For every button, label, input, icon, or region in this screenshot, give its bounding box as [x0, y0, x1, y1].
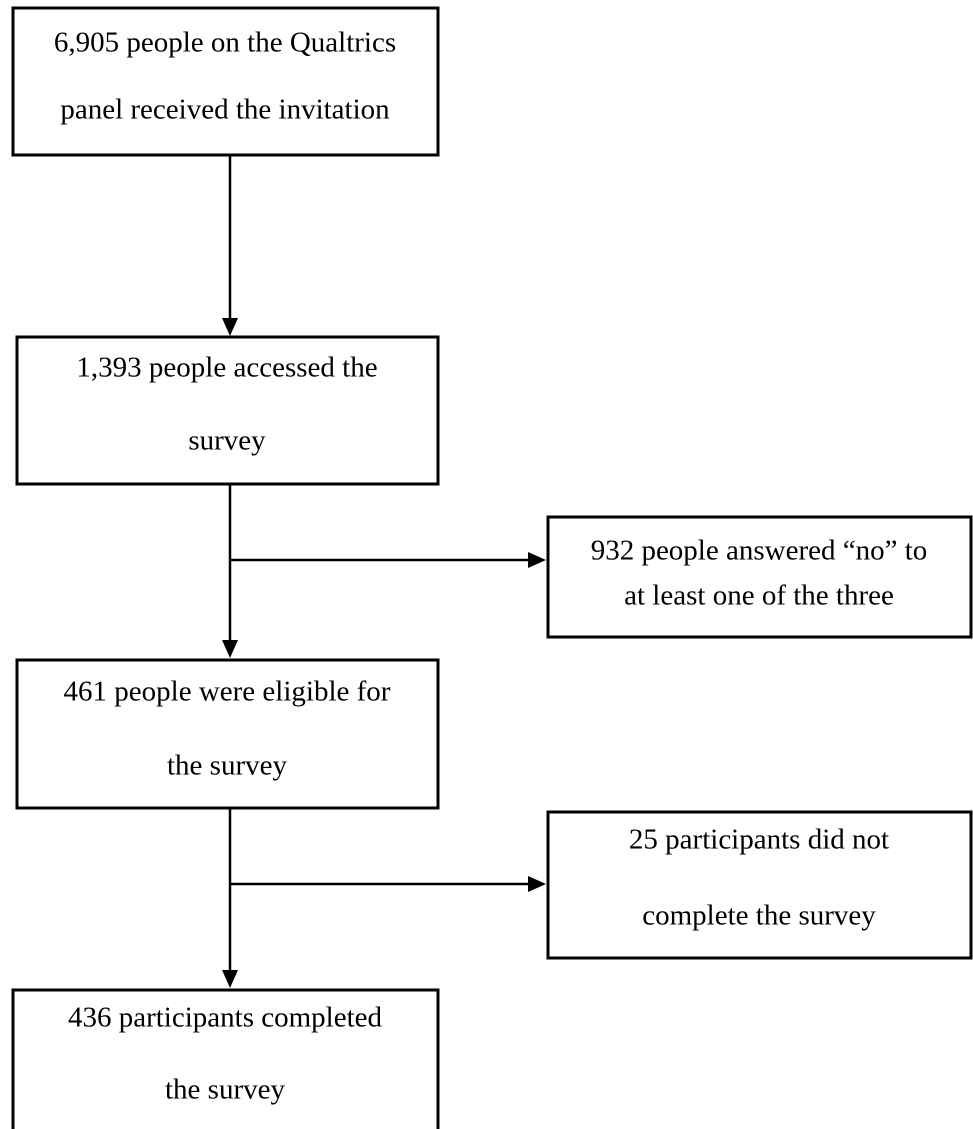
node: 932 people answered “no” to at least one…: [546, 515, 973, 639]
node: 6,905 people on the Qualtrics panel rece…: [11, 6, 440, 157]
node: 461 people were eligible for the survey: [15, 658, 440, 810]
node: 436 participants completed the survey: [11, 988, 440, 1129]
node-text: survey: [188, 425, 266, 457]
node-text: 25 participants did not: [629, 824, 889, 856]
node-box: [546, 515, 973, 639]
node-text: 461 people were eligible for: [64, 676, 391, 708]
arrow-head: [222, 318, 238, 336]
node-box: [546, 810, 973, 960]
node-text: 932 people answered “no” to: [591, 535, 928, 567]
arrow-head: [528, 876, 546, 892]
node-text: complete the survey: [642, 900, 876, 932]
node: 25 participants did not complete the sur…: [546, 810, 973, 960]
node-box: [11, 6, 440, 157]
node-box: [15, 658, 440, 810]
arrow-head: [222, 970, 238, 988]
node-text: panel received the invitation: [60, 94, 390, 126]
node-text: the survey: [165, 1074, 285, 1106]
arrow-head: [222, 640, 238, 658]
node-text: 6,905 people on the Qualtrics: [54, 27, 396, 59]
node-text: 436 participants completed: [68, 1002, 383, 1034]
node-box: [15, 335, 440, 486]
arrow-head: [528, 552, 546, 568]
node-box: [11, 988, 440, 1129]
connectors: [222, 155, 546, 988]
node-text: 1,393 people accessed the: [76, 352, 377, 384]
node-text: at least one of the three: [624, 580, 894, 612]
node-text: the survey: [167, 750, 287, 782]
node: 1,393 people accessed the survey: [15, 335, 440, 486]
